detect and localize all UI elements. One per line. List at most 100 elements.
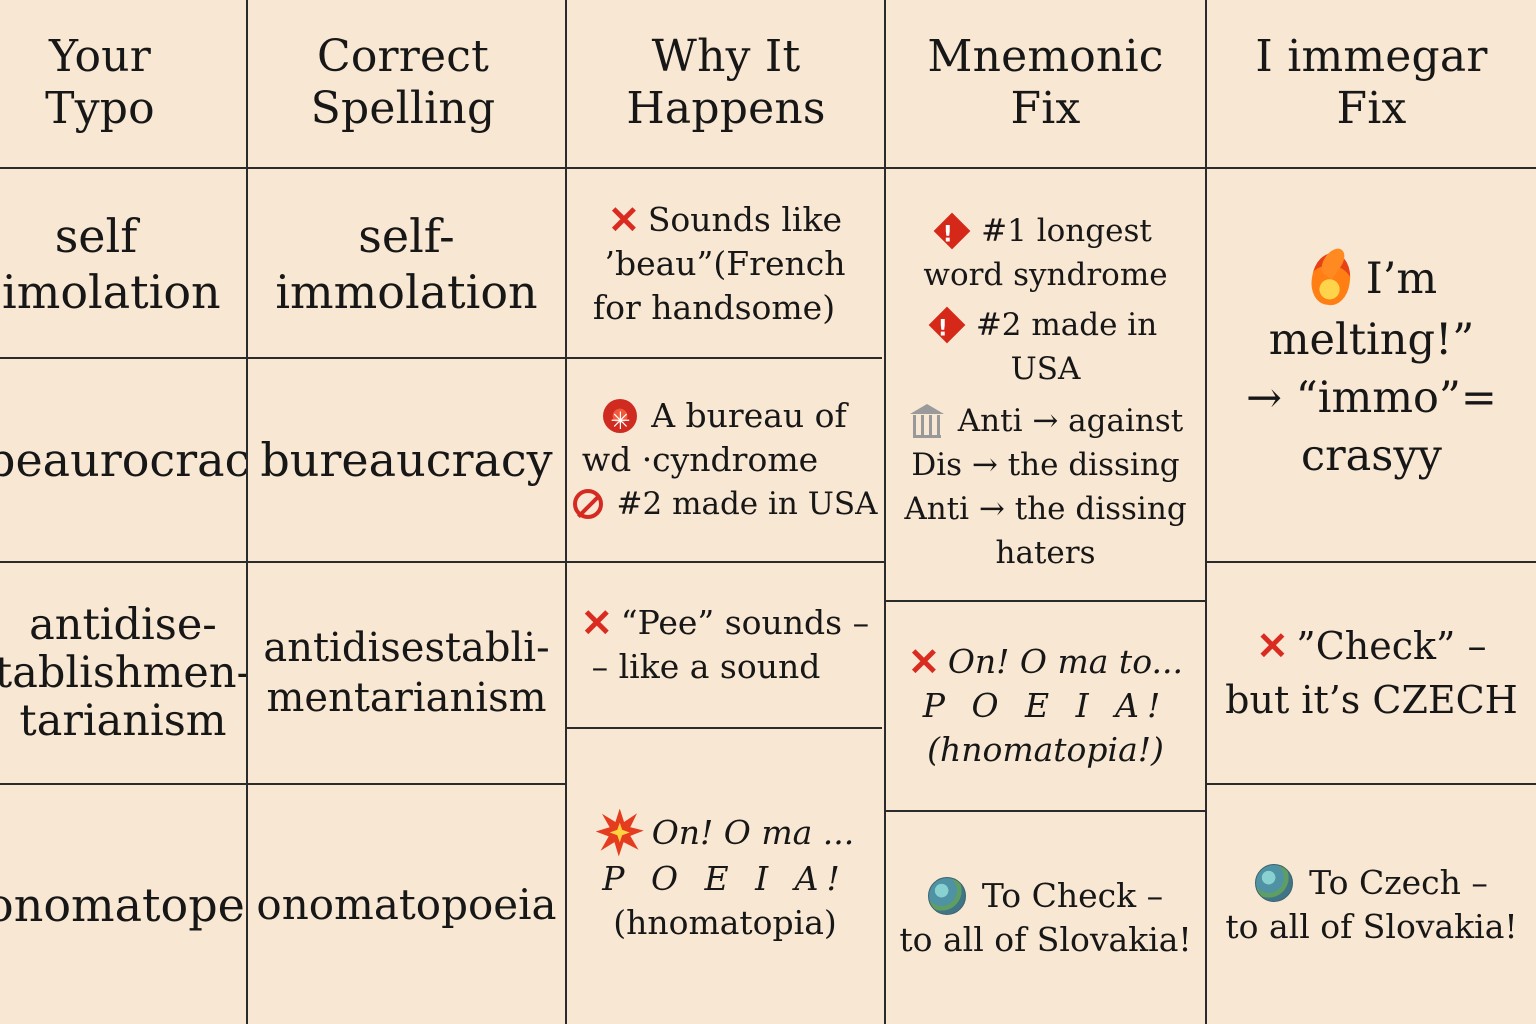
immegar-fix-cell: I’m melting!” → “immo”= crasyy — [1207, 170, 1536, 561]
mnemonic-text: #1 longest — [981, 213, 1152, 249]
reason-text: – like a sound — [591, 647, 821, 686]
grid-line-horizontal — [0, 783, 566, 785]
immegar-text: I’m — [1365, 253, 1438, 304]
mnemonic-text: haters — [995, 535, 1096, 571]
reason-text: ’beau”(French — [604, 243, 846, 283]
why-it-happens-cell: A bureau of wd ·cyndrome #2 made in USA — [567, 359, 883, 561]
mnemonic-text: USA — [1010, 351, 1081, 387]
correct-spelling-cell: self- immolation — [248, 170, 565, 357]
immegar-text: to all of Slovakia! — [1225, 906, 1518, 946]
reason-text: wd ·cyndrome — [581, 440, 819, 479]
typo-text: antidise- — [29, 600, 217, 650]
typo-text: beaurocracy — [0, 433, 246, 487]
grid-line-horizontal — [885, 810, 1205, 812]
immegar-text: → “immo”= — [1246, 372, 1497, 423]
immegar-text: To Czech – — [1309, 862, 1488, 902]
mnemonic-text: P O E I A! — [922, 686, 1169, 725]
correct-spelling-text: self- — [358, 208, 455, 263]
mnemonic-text: #2 made in — [975, 307, 1158, 343]
correct-spelling-text: bureaucracy — [260, 433, 553, 487]
immegar-fix-cell: To Czech – to all of Slovakia! — [1207, 785, 1536, 1024]
typo-text: imolation — [2, 264, 221, 319]
grid-line-vertical — [884, 0, 886, 1024]
correct-spelling-text: antidisestabli- — [263, 625, 550, 671]
mnemonic-fix-cell: To Check – to all of Slovakia! — [886, 812, 1205, 1024]
grid-line-vertical — [565, 0, 567, 1024]
x-icon: ✕ — [1256, 623, 1289, 668]
warning-diamond-icon — [928, 306, 966, 344]
header-mnemonic-fix: Mnemonic Fix — [886, 30, 1205, 135]
globe-icon — [927, 877, 966, 915]
correct-spelling-text: onomatopoeia — [256, 879, 557, 929]
header-line: Mnemonic — [927, 30, 1164, 82]
typo-cell: antidise- tablishmen- tarianism — [0, 563, 246, 783]
immegar-text: crasyy — [1301, 430, 1442, 481]
reason-line: On! O ma ... — [596, 809, 855, 857]
mnemonic-line: To Check – — [927, 874, 1163, 918]
correct-spelling-cell: bureaucracy — [248, 359, 565, 561]
mnemonic-text: Anti → the dissing — [904, 491, 1187, 527]
globe-icon — [1255, 863, 1294, 902]
grid-line-horizontal — [566, 357, 882, 359]
typo-cell: beaurocracy — [0, 359, 246, 561]
header-line: Correct — [317, 30, 489, 82]
typo-cell: onomatopeia — [0, 785, 246, 1024]
mnemonic-text: (hnomatopia!) — [927, 730, 1164, 769]
typo-text: tablishmen- — [0, 648, 246, 698]
reason-line: ✕ Sounds like — [608, 198, 842, 242]
header-immegar-fix: I immegar Fix — [1207, 30, 1536, 135]
typo-cell: self imolation — [0, 170, 246, 357]
warning-diamond-icon — [933, 212, 971, 250]
typo-text: self — [54, 208, 138, 263]
grid-line-vertical — [1205, 0, 1207, 1024]
immegar-fix-cell: ✕ ”Check” – but it’s CZECH — [1207, 563, 1536, 783]
reason-text: for handsome) — [592, 287, 836, 327]
grid-line-horizontal — [0, 561, 885, 563]
correct-spelling-cell: antidisestabli- mentarianism — [248, 563, 565, 783]
grid-line-horizontal — [0, 357, 566, 359]
header-line: Why It — [651, 30, 801, 82]
header-line: Happens — [626, 82, 826, 134]
mnemonic-text: to all of Slovakia! — [899, 920, 1192, 959]
header-line: Spelling — [310, 82, 496, 134]
mnemonic-fix-cell: ✕ On! O ma to... P O E I A! (hnomatopia!… — [886, 602, 1205, 810]
immegar-line: To Czech – — [1255, 861, 1488, 905]
immegar-text: ”Check” – — [1296, 624, 1487, 668]
why-it-happens-cell: ✕ Sounds like ’beau”(French for handsome… — [567, 170, 883, 357]
immegar-text: melting!” — [1268, 314, 1475, 365]
reason-text: “Pee” sounds – — [620, 603, 870, 642]
header-why-it-happens: Why It Happens — [567, 30, 885, 135]
x-icon: ✕ — [607, 196, 640, 242]
reason-line: A bureau of — [603, 394, 847, 443]
grid-line-horizontal — [566, 727, 882, 729]
correct-spelling-cell: onomatopoeia — [248, 785, 565, 1024]
header-your-typo: Your Typo — [0, 30, 200, 135]
reason-text: On! O ma ... — [651, 812, 855, 852]
header-line: Fix — [1336, 82, 1407, 134]
reason-line: #2 made in USA — [572, 482, 877, 526]
mnemonic-text: Dis → the dissing — [911, 447, 1180, 483]
header-line: Your — [49, 30, 151, 82]
correct-spelling-text: mentarianism — [266, 675, 547, 721]
grid-line-horizontal — [1206, 783, 1536, 785]
mnemonic-fix-cell: #1 longest word syndrome #2 made in USA … — [886, 170, 1205, 600]
mnemonic-line: Anti → against — [908, 399, 1183, 443]
mnemonic-text: On! O ma to... — [947, 642, 1183, 681]
why-it-happens-cell: On! O ma ... P O E I A! (hnomatopia) — [567, 729, 883, 1024]
header-line: I immegar — [1255, 30, 1488, 82]
immegar-text: but it’s CZECH — [1225, 678, 1518, 722]
mnemonic-text: Anti → against — [957, 403, 1184, 439]
correct-spelling-text: immolation — [275, 264, 538, 319]
grid-line-vertical — [246, 0, 248, 1024]
typo-text: tarianism — [19, 696, 227, 746]
mnemonic-text: word syndrome — [923, 257, 1168, 293]
grid-line-horizontal — [1206, 561, 1536, 563]
red-seal-icon — [603, 399, 638, 443]
header-line: Fix — [1010, 82, 1081, 134]
grid-line-horizontal — [885, 600, 1205, 602]
fire-icon — [1306, 247, 1358, 311]
reason-text: A bureau of — [651, 396, 847, 435]
x-icon: ✕ — [908, 639, 940, 684]
typo-text: onomatopeia — [0, 877, 246, 932]
